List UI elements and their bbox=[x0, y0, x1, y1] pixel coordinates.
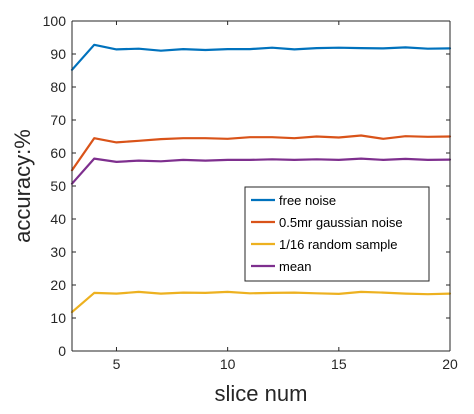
series-line-2 bbox=[70, 290, 452, 314]
y-tick-label-2: 20 bbox=[50, 277, 66, 293]
y-tick-label-5: 50 bbox=[50, 178, 66, 194]
y-tick-label-3: 30 bbox=[50, 244, 66, 260]
y-tick-label-7: 70 bbox=[50, 112, 66, 128]
y-tick-label-9: 90 bbox=[50, 46, 66, 62]
y-tick-label-0: 0 bbox=[58, 343, 66, 359]
y-axis-title: accuracy:% bbox=[10, 129, 35, 243]
legend-label-3: mean bbox=[279, 259, 312, 274]
legend-label-1: 0.5mr gaussian noise bbox=[279, 215, 403, 230]
y-tick-label-6: 60 bbox=[50, 145, 66, 161]
ticks-layer: 5 10 15 20 0 10 20 30 40 50 60 70 80 90 100 bbox=[43, 13, 458, 372]
series-line-3 bbox=[70, 157, 452, 185]
y-tick-label-1: 10 bbox=[50, 310, 66, 326]
legend: free noise 0.5mr gaussian noise 1/16 rando… bbox=[244, 186, 430, 282]
legend-label-0: free noise bbox=[279, 193, 336, 208]
series-line-1 bbox=[70, 134, 452, 172]
x-tick-label-1: 10 bbox=[220, 356, 236, 372]
x-axis-title: slice num bbox=[215, 381, 308, 406]
y-tick-label-4: 40 bbox=[50, 211, 66, 227]
y-tick-label-10: 100 bbox=[43, 13, 67, 29]
legend-box bbox=[244, 186, 430, 282]
y-tick-label-8: 80 bbox=[50, 79, 66, 95]
plot-area bbox=[72, 21, 450, 351]
x-tick-label-3: 20 bbox=[442, 356, 458, 372]
x-tick-label-2: 15 bbox=[331, 356, 347, 372]
series-line-0 bbox=[70, 43, 452, 71]
legend-label-2: 1/16 random sample bbox=[279, 237, 398, 252]
x-tick-label-0: 5 bbox=[113, 356, 121, 372]
series-layer bbox=[70, 43, 452, 314]
